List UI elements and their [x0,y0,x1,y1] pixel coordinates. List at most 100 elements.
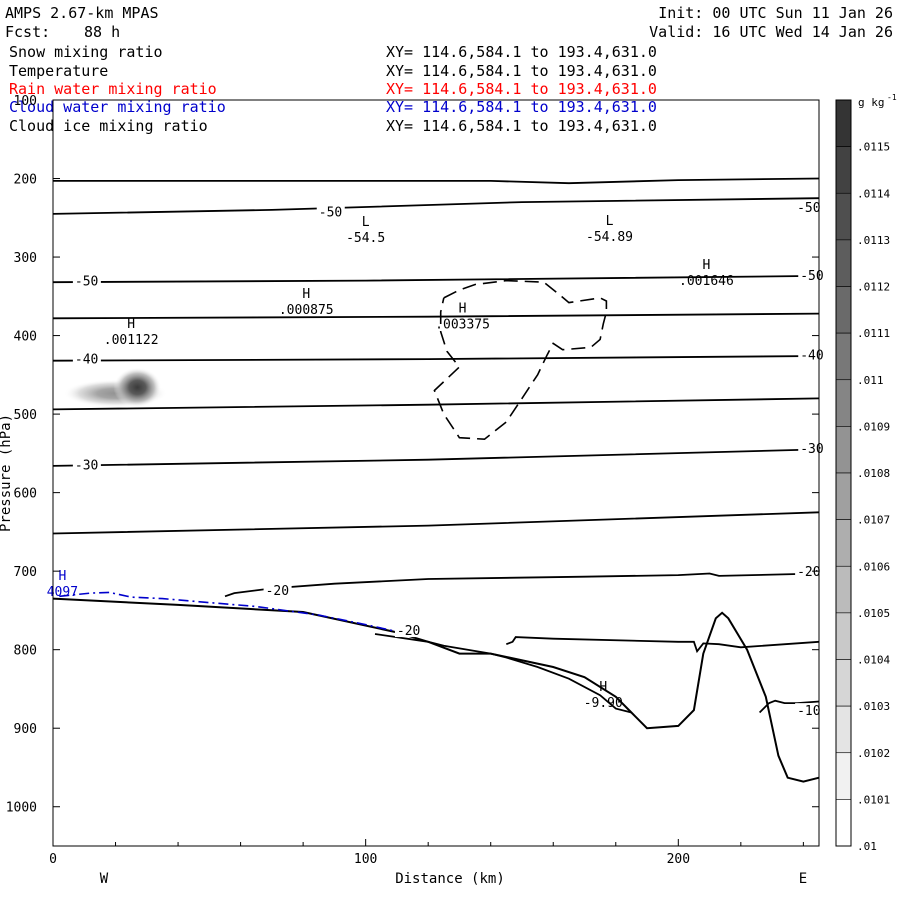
variable-name-rain: Rain water mixing ratio [9,80,217,98]
x-tick-label: 100 [354,852,377,867]
colorbar-label: .011 [857,374,884,387]
snow-shading-core [113,367,162,408]
extremum-value: 4097 [47,585,78,600]
isotherm-label: -40 [800,348,823,363]
colorbar-label: .0104 [857,654,890,667]
colorbar-label: .0115 [857,141,890,154]
isotherm-label-bg [316,204,345,219]
colorbar-swatch [835,752,852,800]
temperature-isotherm [52,448,820,467]
colorbar-label: .0108 [857,467,890,480]
isotherm-label-bg [795,564,824,579]
isotherm-label-bg [263,583,292,598]
extremum-value: -9.90 [584,696,623,711]
colorbar-swatch [835,332,852,381]
colorbar-swatch [835,239,852,287]
isotherm-label-bg [72,457,101,472]
extremum-value: .001122 [104,333,159,348]
y-tick-label: 100 [14,94,37,109]
extremum-letter: H [703,258,711,273]
extremum-value: .001646 [679,274,734,289]
isotherm-label: -20 [797,565,820,580]
variable-name-cloud-ice: Cloud ice mixing ratio [9,117,208,135]
extremum-letter: H [127,317,135,332]
extremum-letter: H [599,680,607,695]
variable-xy-rain: XY= 114.6,584.1 to 193.4,631.0 [386,80,657,98]
terrain-line [52,597,820,783]
variable-name-cloud-water: Cloud water mixing ratio [9,98,226,116]
colorbar-label: .0107 [857,514,890,527]
colorbar-unit: g kg [858,96,885,109]
colorbar-label: .0103 [857,700,890,713]
forecast-hours: 88 h [84,23,121,41]
y-tick-label: 400 [14,330,37,345]
x-axis-label: Distance (km) [395,871,505,887]
colorbar-swatch [835,799,852,847]
y-tick-label: 900 [14,722,37,737]
colorbar-swatch [835,472,852,520]
temperature-isotherm [53,177,820,185]
plot-area: -50 -50-50 -50-40 -40-30-30-20-20-20-10H.00… [0,94,827,887]
isotherm-label-bg [795,199,824,214]
west-label: W [100,871,109,887]
colorbar-label: .01 [857,840,877,853]
valid-time: Valid: 16 UTC Wed 14 Jan 26 [649,23,893,41]
colorbar-swatch [835,99,852,147]
isotherm-label: -20 [266,584,289,599]
colorbar-label: .0102 [857,747,890,760]
variable-xy-cloud-ice: XY= 114.6,584.1 to 193.4,631.0 [386,117,657,135]
colorbar-swatch [835,379,852,427]
extremum-value: -54.89 [586,230,633,245]
colorbar: .0115 .0114 .0113 .0112 .0111 .011 .0109 .0108.… [835,93,897,853]
colorbar-swatch [835,565,852,614]
extremum-letter: H [58,569,66,584]
colorbar-label: .0105 [857,607,890,620]
y-tick-label: 600 [14,487,37,502]
y-tick-label: 700 [14,565,37,580]
y-tick-label: 1000 [6,801,37,816]
isotherm-label: -50 [319,206,342,221]
temperature-isotherm [52,355,820,362]
east-label: E [799,871,807,887]
y-tick-label: 800 [14,644,37,659]
x-tick-label: 200 [667,852,690,867]
isotherm-label: -50 [800,269,823,284]
isotherm-label: -30 [75,458,98,473]
y-tick-label: 500 [14,408,37,423]
temperature-isotherm [52,397,820,411]
isotherm-label: -50 [797,201,820,216]
isotherm-label: -20 [397,624,420,639]
extremum-letter: H [459,301,467,316]
y-axis-label: Pressure (hPa) [0,414,14,532]
colorbar-label: .0109 [857,420,890,433]
colorbar-swatch [835,146,852,194]
temperature-isotherm [52,197,820,215]
extremum-value: .003375 [435,317,490,332]
colorbar-swatch [835,286,852,334]
extremum-letter: L [362,215,370,230]
cloud-ice-contour [433,279,608,441]
colorbar-frame [835,99,852,847]
extremum-letter: H [302,287,310,302]
colorbar-swatch [835,519,852,567]
isotherm-label: -10 [797,704,820,719]
temperature-isotherm [52,275,820,284]
variable-xy-temperature: XY= 114.6,584.1 to 193.4,631.0 [386,62,657,80]
colorbar-unit-exponent: -1 [887,93,897,102]
variable-xy-snow: XY= 114.6,584.1 to 193.4,631.0 [386,43,657,61]
forecast-label: Fcst: [5,23,51,41]
cloud-water-contour [59,591,398,633]
x-tick-label: 0 [49,852,57,867]
model-title: AMPS 2.67-km MPAS [5,4,159,22]
colorbar-label: .0112 [857,281,890,294]
colorbar-label: .0111 [857,327,890,340]
variable-xy-cloud-water: XY= 114.6,584.1 to 193.4,631.0 [386,98,657,116]
temperature-isotherm [224,572,820,598]
colorbar-label: .0101 [857,793,890,806]
isotherm-label: -50 [75,275,98,290]
y-tick-label: 200 [14,173,37,188]
y-tick-label: 300 [14,251,37,266]
extremum-letter: L [606,214,614,229]
temperature-isotherm [52,312,820,320]
colorbar-label: .0106 [857,560,890,573]
